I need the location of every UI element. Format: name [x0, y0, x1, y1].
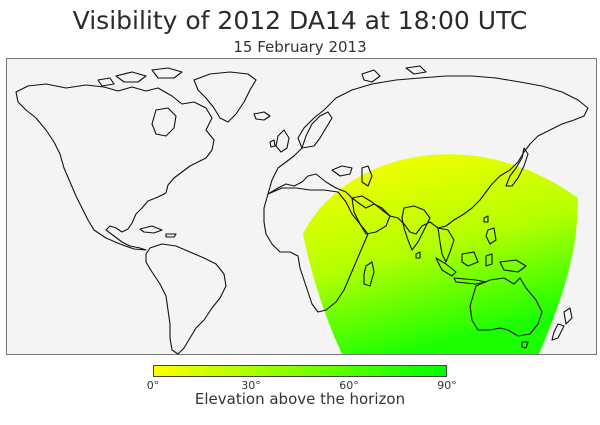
- colorbar-tick: 0°: [146, 379, 160, 392]
- arctic-islands-coast: [97, 67, 183, 87]
- madagascar-coast: [363, 261, 375, 287]
- black-sea-coast: [331, 165, 353, 177]
- map-title: Visibility of 2012 DA14 at 18:00 UTC: [72, 6, 528, 35]
- india-coast: [401, 205, 431, 259]
- hudson-bay-coast: [151, 107, 177, 137]
- iceland-coast: [253, 111, 271, 121]
- coastlines: [15, 65, 589, 355]
- north-america-coast: [15, 83, 215, 251]
- australia-coast: [469, 277, 543, 337]
- novaya-zemlya-coast: [361, 65, 427, 83]
- philippines-coast: [483, 215, 497, 245]
- elevation-colorbar: [153, 365, 447, 377]
- colorbar-tick: 90°: [437, 379, 457, 392]
- colorbar-tick: 60°: [339, 379, 359, 392]
- caspian-coast: [361, 165, 373, 187]
- arabia-coast: [351, 195, 391, 235]
- caribbean-coast: [139, 225, 177, 238]
- tasmania-coast: [521, 341, 529, 349]
- colorbar-label: Elevation above the horizon: [194, 390, 406, 408]
- indonesia-coast: [435, 251, 527, 285]
- japan-coast: [505, 147, 529, 187]
- south-america-coast: [145, 243, 227, 355]
- world-map: [6, 58, 597, 355]
- scandinavia-coast: [301, 111, 333, 149]
- visibility-region: [303, 154, 578, 354]
- new-zealand-coast: [551, 307, 573, 341]
- map-subtitle: 15 February 2013: [233, 38, 367, 56]
- uk-coast: [269, 129, 290, 153]
- southeast-asia-coast: [437, 227, 455, 263]
- eurasia-coast: [267, 75, 589, 235]
- colorbar-tick: 30°: [241, 379, 261, 392]
- africa-coast: [263, 187, 369, 313]
- greenland-coast: [193, 71, 257, 123]
